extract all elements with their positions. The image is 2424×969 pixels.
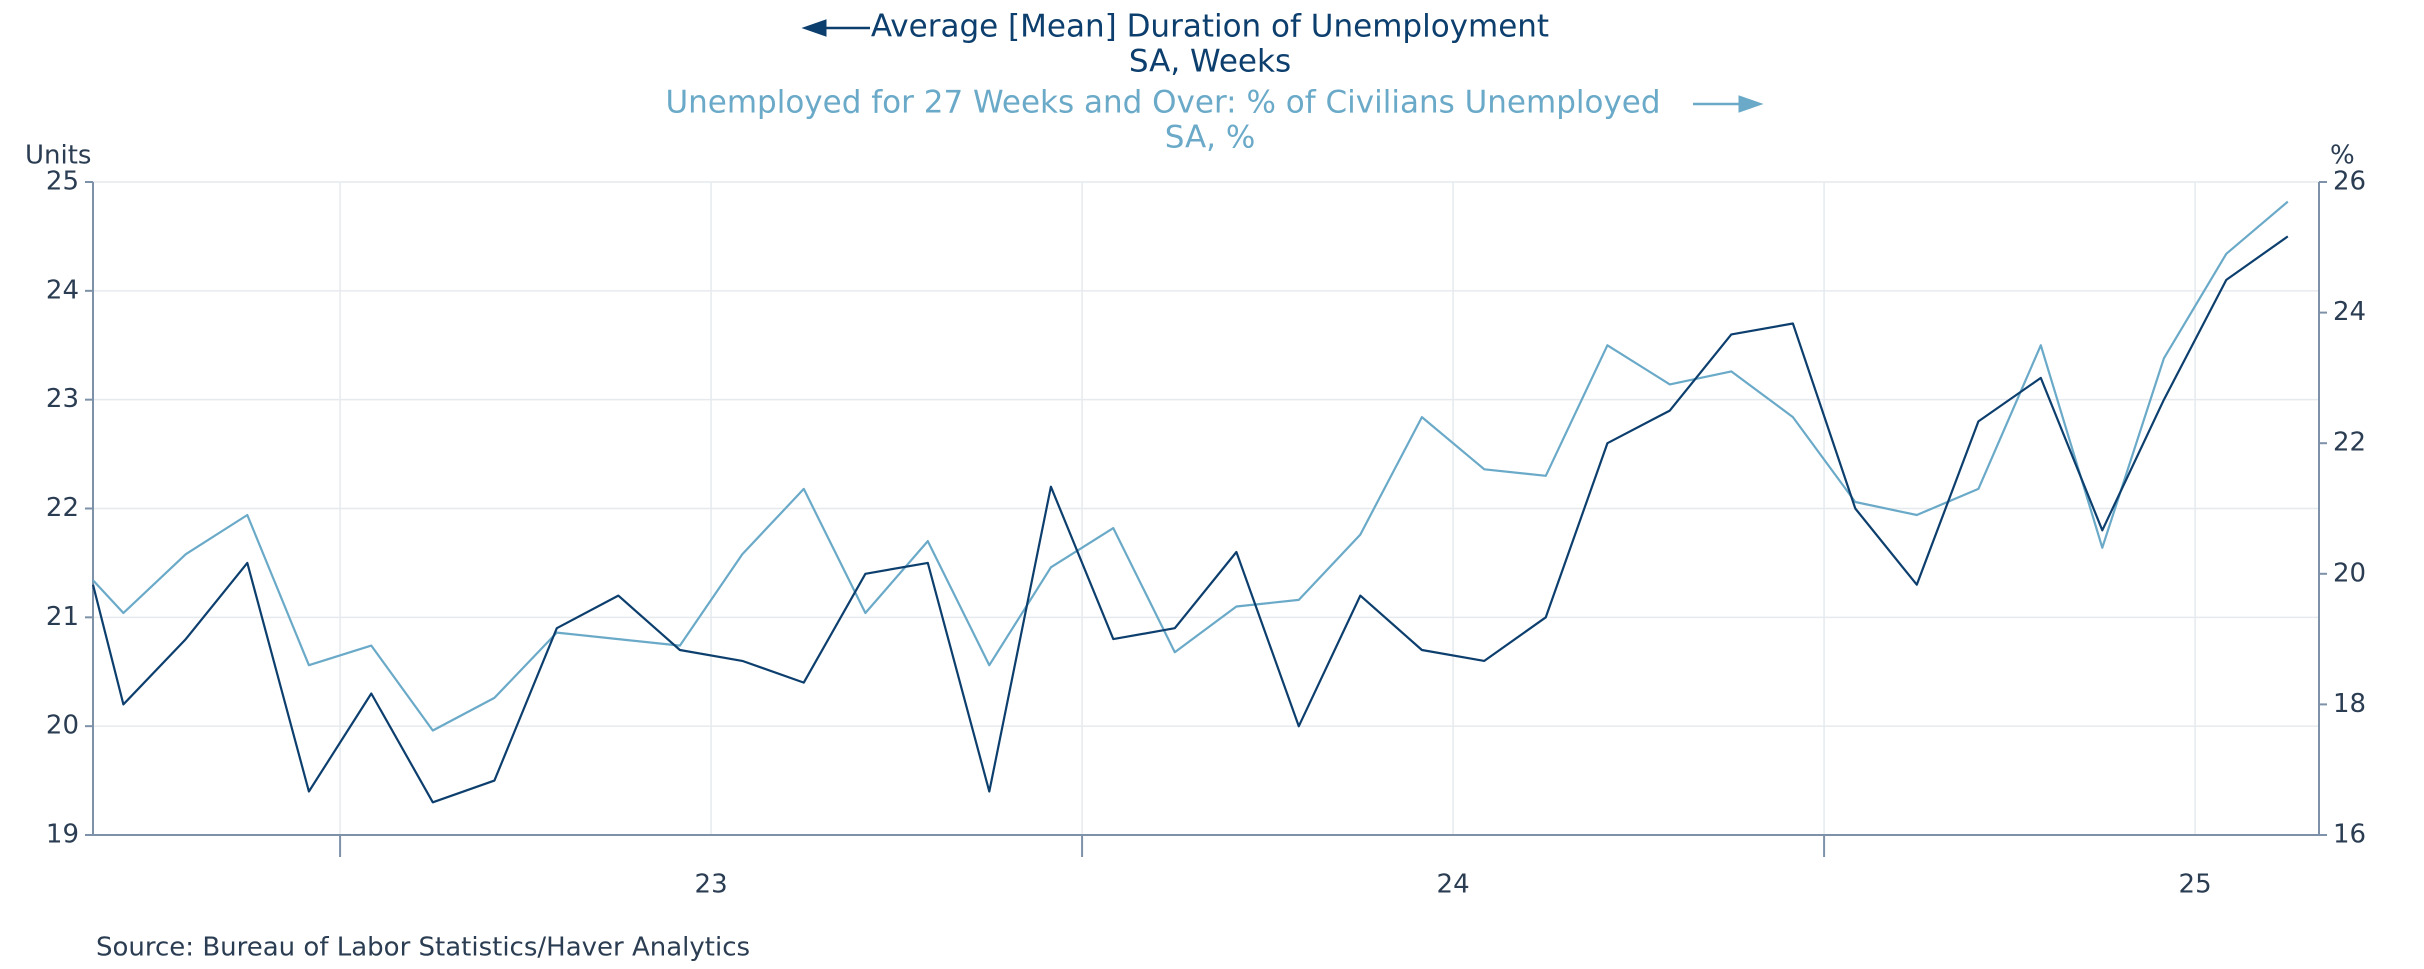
y-tick-label: 23: [46, 384, 79, 414]
y2-tick-label: 20: [2333, 558, 2366, 588]
y-tick-label: 20: [46, 711, 79, 741]
y-tick-label: 21: [46, 602, 79, 632]
series-unit: SA, %: [1165, 120, 1256, 156]
series-unit: SA, Weeks: [1129, 44, 1291, 80]
y2-tick-label: 26: [2333, 167, 2366, 197]
arrow-right: [1693, 95, 1764, 113]
y2-axis-label: %: [2330, 141, 2355, 171]
y2-tick-label: 24: [2333, 297, 2366, 327]
arrow-left: [801, 19, 870, 37]
y2-tick-label: 16: [2333, 820, 2366, 850]
y-tick-label: 24: [46, 275, 79, 305]
y-axis-label: Units: [25, 141, 91, 171]
series-line: [92, 200, 2289, 732]
x-tick-label: 23: [695, 870, 728, 900]
y-tick-label: 22: [46, 493, 79, 523]
y-tick-label: 19: [46, 820, 79, 850]
y-tick-label: 25: [46, 167, 79, 197]
series-line: [91, 235, 2289, 804]
y2-tick-label: 18: [2333, 689, 2366, 719]
y2-tick-label: 22: [2333, 428, 2366, 458]
x-tick-label: 24: [1437, 870, 1470, 900]
series-title: Average [Mean] Duration of Unemployment: [871, 9, 1549, 45]
series-title: Unemployed for 27 Weeks and Over: % of C…: [665, 85, 1660, 121]
source: Source: Bureau of Labor Statistics/Haver…: [96, 933, 750, 963]
x-tick-label: 25: [2179, 870, 2212, 900]
